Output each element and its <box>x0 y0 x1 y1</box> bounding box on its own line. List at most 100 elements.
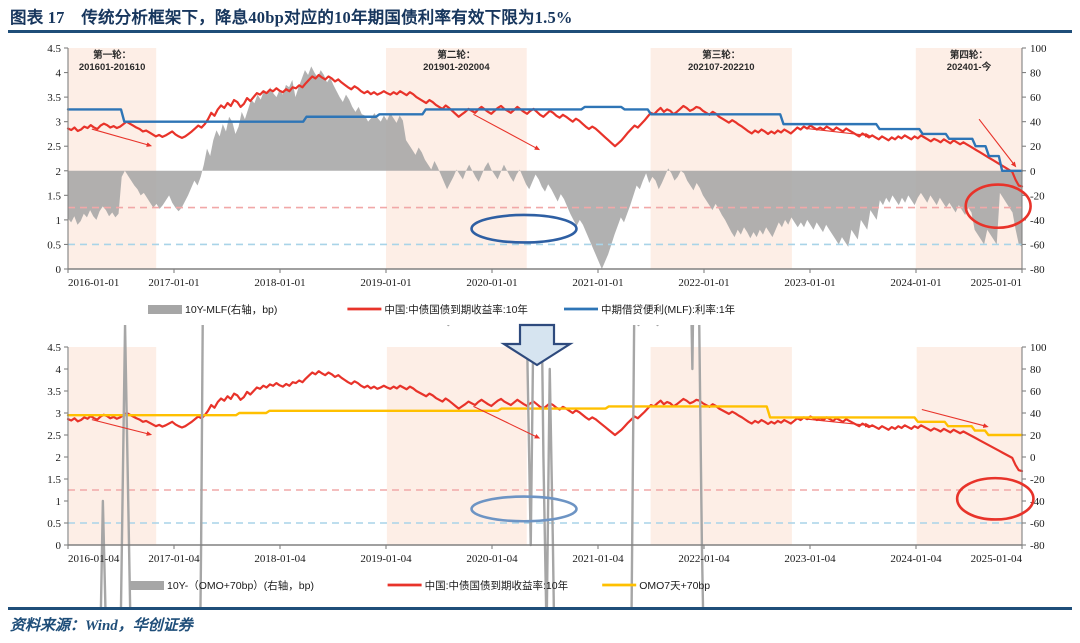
y-tick-label-left: 2 <box>56 452 62 464</box>
trend-arrow-annotation <box>473 405 541 439</box>
legend-swatch-area <box>130 581 164 590</box>
y-tick-label-right: -80 <box>1030 264 1045 276</box>
y-tick-label-right: 80 <box>1030 364 1042 376</box>
x-tick-label: 2016-01-04 <box>68 553 120 565</box>
shaded-band <box>68 48 157 269</box>
band-label: 第四轮： <box>950 49 988 61</box>
legend-item: OMO7天+70bp <box>602 580 710 592</box>
x-tick-label: 2022-01-01 <box>678 277 729 289</box>
legend-swatch-area <box>148 305 182 314</box>
legend-label: 中期借贷便利(MLF):利率:1年 <box>601 303 735 316</box>
legend-label: OMO7天+70bp <box>639 580 710 592</box>
band-sublabel: 201901-202004 <box>423 62 490 73</box>
y-tick-label-left: 1 <box>56 215 62 227</box>
y-tick-label-left: 4.5 <box>47 43 61 55</box>
y-tick-label-right: 60 <box>1030 92 1042 104</box>
y-tick-label-left: 3.5 <box>47 92 61 104</box>
highlight-ellipse <box>955 476 1035 521</box>
y-tick-label-right: -40 <box>1030 215 1045 227</box>
y-tick-label-left: 1.5 <box>47 190 61 202</box>
x-tick-label: 2021-01-01 <box>572 277 623 289</box>
x-tick-label: 2016-01-01 <box>68 277 119 289</box>
down-arrow-icon <box>500 323 574 367</box>
y-tick-label-right: -20 <box>1030 474 1045 486</box>
shaded-band <box>650 347 792 545</box>
series-line <box>66 105 1024 172</box>
x-tick-label: 2017-01-04 <box>148 553 200 565</box>
y-tick-label-left: 0.5 <box>47 518 61 530</box>
page-title: 图表 17 传统分析框架下，降息40bp对应的10年期国债利率有效下限为1.5% <box>10 8 573 27</box>
trend-arrow-annotation <box>807 418 871 428</box>
band-sublabel: 202107-202210 <box>688 62 755 73</box>
y-tick-label-right: 0 <box>1030 166 1036 178</box>
trend-arrow-annotation <box>978 118 1017 168</box>
y-tick-label-right: -80 <box>1030 540 1045 552</box>
x-tick-label: 2019-01-04 <box>360 553 412 565</box>
footer-divider <box>8 607 1072 610</box>
x-tick-label: 2024-01-04 <box>890 553 942 565</box>
legend-label: 10Y-（OMO+70bp）(右轴，bp) <box>167 579 314 592</box>
shaded-band <box>916 347 1022 545</box>
y-tick-label-left: 2.5 <box>47 430 61 442</box>
band-sublabel: 202401-今 <box>947 61 992 73</box>
chart-bottom-svg: 00.511.522.533.544.5-80-60-40-2002040608… <box>47 325 1047 607</box>
legend-label: 中国:中债国债到期收益率:10年 <box>425 579 569 592</box>
band-label: 第一轮： <box>93 49 131 61</box>
shaded-band <box>915 48 1022 269</box>
series-line <box>66 405 1024 437</box>
x-tick-label: 2021-01-04 <box>572 553 624 565</box>
trend-arrow-annotation <box>473 113 541 151</box>
shaded-band <box>386 347 527 545</box>
shaded-band <box>650 48 792 269</box>
highlight-ellipse <box>964 183 1032 230</box>
highlight-ellipse <box>470 495 578 523</box>
x-tick-label: 2023-01-01 <box>784 277 835 289</box>
figure-title-bar: 图表 17 传统分析框架下，降息40bp对应的10年期国债利率有效下限为1.5% <box>0 0 1080 36</box>
x-tick-label: 2022-01-04 <box>678 553 730 565</box>
x-tick-label: 2023-01-04 <box>784 553 836 565</box>
x-tick-label: 2018-01-01 <box>254 277 305 289</box>
title-divider <box>8 30 1072 33</box>
y-tick-label-right: -60 <box>1030 239 1045 251</box>
y-tick-label-left: 4.5 <box>47 342 61 354</box>
y-tick-label-left: 3 <box>56 117 62 129</box>
y-tick-label-right: 100 <box>1030 43 1047 55</box>
x-tick-label: 2020-01-01 <box>466 277 517 289</box>
trend-arrow-annotation <box>807 127 871 138</box>
y-tick-label-left: 3.5 <box>47 386 61 398</box>
trend-arrow-annotation <box>921 408 989 428</box>
chart-top-svg: 第一轮：201601-201610第二轮：201901-202004第三轮：20… <box>47 43 1047 316</box>
y-tick-label-left: 2 <box>56 166 62 178</box>
chart-bottom-container: 0 0.5 1 1.5 2 2.5 3 3.5 4 4.5 -80 -60 -40 -20 0 20 40 60 8… <box>0 325 1080 607</box>
band-label: 第三轮： <box>702 49 740 61</box>
y-tick-label-right: 20 <box>1030 141 1042 153</box>
x-tick-label: 2017-01-01 <box>148 277 199 289</box>
down-arrow-shape <box>500 323 574 367</box>
y-tick-label-right: 80 <box>1030 68 1042 80</box>
x-tick-label: 2025-01-01 <box>971 277 1022 289</box>
y-tick-label-right: 40 <box>1030 117 1042 129</box>
y-tick-label-left: 0.5 <box>47 239 61 251</box>
x-tick-label: 2024-01-01 <box>890 277 941 289</box>
y-tick-label-left: 2.5 <box>47 141 61 153</box>
x-tick-label: 2019-01-01 <box>360 277 411 289</box>
trend-arrow-annotation <box>91 128 153 147</box>
chart-top-container: 第一轮： 201601-201610 第二轮： 201901-202004 第三轮： 20… <box>0 36 1080 331</box>
y-tick-label-right: -20 <box>1030 190 1045 202</box>
series-line <box>66 73 1024 188</box>
legend-item: 中期借贷便利(MLF):利率:1年 <box>564 303 735 316</box>
y-tick-label-left: 1.5 <box>47 474 61 486</box>
y-tick-label-left: 4 <box>56 68 62 80</box>
legend-label: 中国:中债国债到期收益率:10年 <box>384 303 528 316</box>
x-tick-label: 2025-01-04 <box>971 553 1023 565</box>
y-tick-label-right: 0 <box>1030 452 1036 464</box>
y-tick-label-right: 60 <box>1030 386 1042 398</box>
x-tick-label: 2018-01-04 <box>254 553 306 565</box>
trend-arrow-annotation <box>91 419 153 436</box>
y-tick-label-right: 40 <box>1030 408 1042 420</box>
source-note: 资料来源：Wind，华创证券 <box>10 618 193 634</box>
y-tick-label-left: 1 <box>56 496 62 508</box>
y-tick-label-right: -60 <box>1030 518 1045 530</box>
legend-label: 10Y-MLF(右轴，bp) <box>185 303 277 316</box>
legend-item: 10Y-MLF(右轴，bp) <box>148 303 277 316</box>
